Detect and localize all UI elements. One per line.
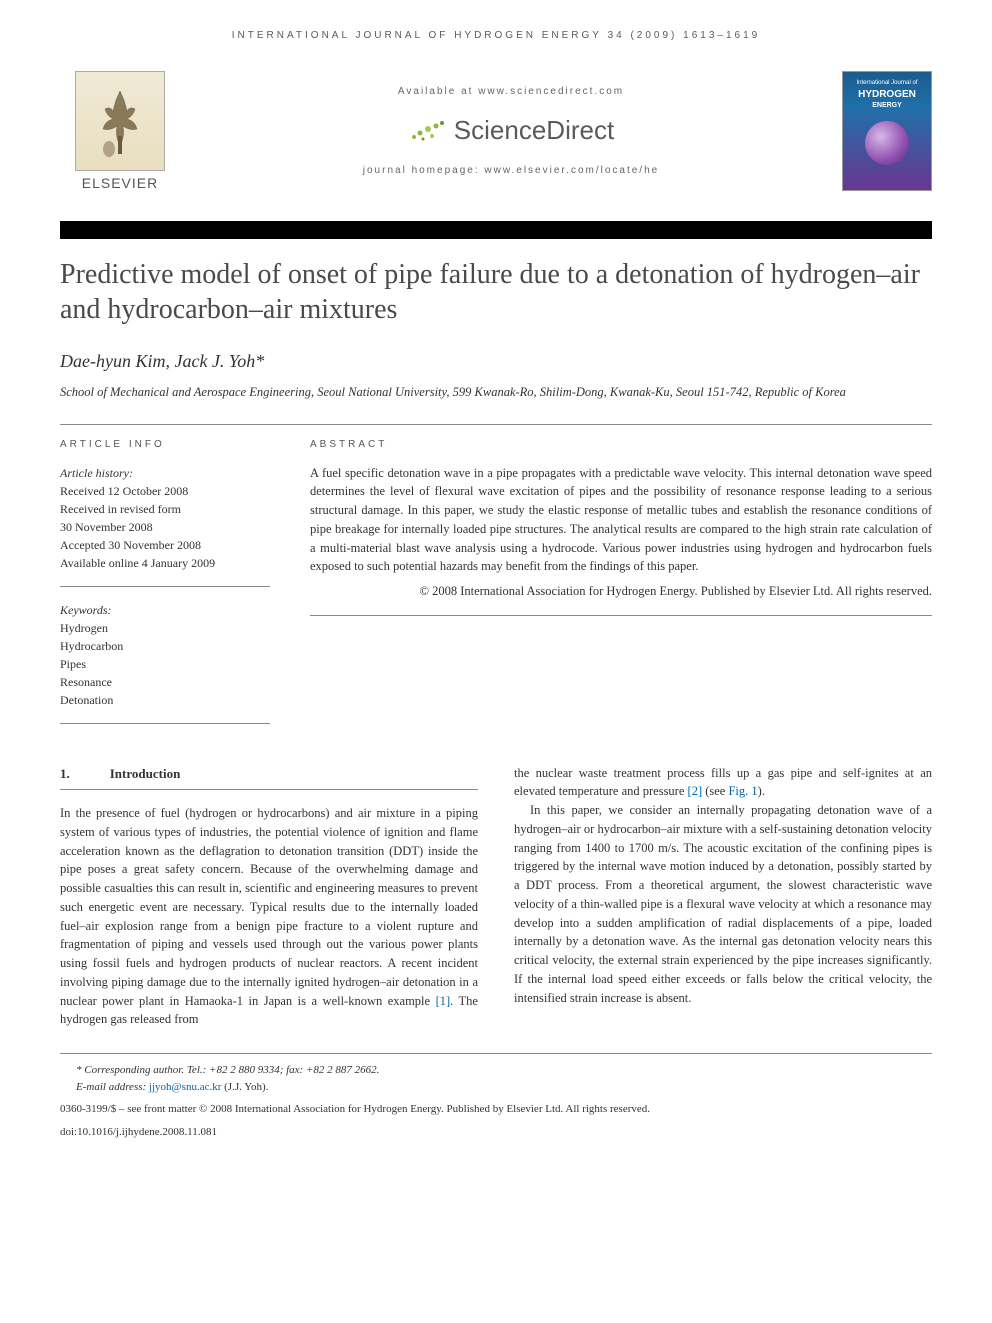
- email-line: E-mail address: jjyoh@snu.ac.kr (J.J. Yo…: [60, 1079, 932, 1096]
- revised-date: 30 November 2008: [60, 518, 270, 536]
- abstract-copyright: © 2008 International Association for Hyd…: [310, 582, 932, 601]
- article-info-heading: ARTICLE INFO: [60, 439, 270, 450]
- journal-homepage-text: journal homepage: www.elsevier.com/locat…: [180, 165, 842, 176]
- info-abstract-row: ARTICLE INFO Article history: Received 1…: [60, 424, 932, 724]
- article-info-column: ARTICLE INFO Article history: Received 1…: [60, 439, 270, 724]
- front-matter-line: 0360-3199/$ – see front matter © 2008 In…: [60, 1101, 932, 1118]
- figure-link[interactable]: Fig. 1: [728, 784, 757, 798]
- sciencedirect-text: ScienceDirect: [454, 115, 614, 146]
- keyword: Detonation: [60, 691, 270, 709]
- cover-subtitle: International Journal of: [856, 80, 917, 87]
- abstract-body: A fuel specific detonation wave in a pip…: [310, 466, 932, 574]
- keywords-block: Keywords: Hydrogen Hydrocarbon Pipes Res…: [60, 601, 270, 724]
- revised-label: Received in revised form: [60, 500, 270, 518]
- sciencedirect-logo: ScienceDirect: [408, 115, 614, 146]
- received-date: Received 12 October 2008: [60, 482, 270, 500]
- cover-hydrogen-text: HYDROGEN: [858, 89, 916, 100]
- keyword: Hydrocarbon: [60, 637, 270, 655]
- online-date: Available online 4 January 2009: [60, 554, 270, 572]
- email-attribution: (J.J. Yoh).: [221, 1081, 268, 1093]
- intro-paragraph-1-cont: the nuclear waste treatment process fill…: [514, 764, 932, 802]
- cover-energy-text: ENERGY: [872, 102, 902, 109]
- email-label: E-mail address:: [76, 1081, 149, 1093]
- article-history-block: Article history: Received 12 October 200…: [60, 464, 270, 587]
- body-column-left: 1. Introduction In the presence of fuel (…: [60, 764, 478, 1030]
- masthead: ELSEVIER Available at www.sciencedirect.…: [60, 61, 932, 201]
- abstract-column: ABSTRACT A fuel specific detonation wave…: [310, 439, 932, 724]
- keyword: Pipes: [60, 655, 270, 673]
- citation-link[interactable]: [1]: [436, 994, 451, 1008]
- keyword: Hydrogen: [60, 619, 270, 637]
- page-container: INTERNATIONAL JOURNAL OF HYDROGEN ENERGY…: [0, 0, 992, 1180]
- intro-paragraph-1: In the presence of fuel (hydrogen or hyd…: [60, 804, 478, 1029]
- section-number: 1.: [60, 766, 70, 781]
- doi-line: doi:10.1016/j.ijhydene.2008.11.081: [60, 1124, 932, 1141]
- elsevier-wordmark: ELSEVIER: [82, 175, 158, 191]
- citation-link[interactable]: [2]: [688, 784, 703, 798]
- journal-cover-thumbnail: International Journal of HYDROGEN ENERGY: [842, 71, 932, 191]
- accepted-date: Accepted 30 November 2008: [60, 536, 270, 554]
- article-title: Predictive model of onset of pipe failur…: [60, 257, 932, 327]
- corresponding-author-block: * Corresponding author. Tel.: +82 2 880 …: [60, 1053, 932, 1095]
- abstract-text: A fuel specific detonation wave in a pip…: [310, 464, 932, 616]
- title-top-rule: [60, 221, 932, 239]
- running-head: INTERNATIONAL JOURNAL OF HYDROGEN ENERGY…: [60, 30, 932, 61]
- keyword: Resonance: [60, 673, 270, 691]
- masthead-center: Available at www.sciencedirect.com Scien…: [180, 86, 842, 177]
- abstract-heading: ABSTRACT: [310, 439, 932, 450]
- history-label: Article history:: [60, 464, 270, 482]
- keywords-label: Keywords:: [60, 601, 270, 619]
- cover-sphere-graphic: [865, 121, 909, 165]
- elsevier-tree-icon: [75, 71, 165, 171]
- section-heading-intro: 1. Introduction: [60, 764, 478, 791]
- corresponding-author: * Corresponding author. Tel.: +82 2 880 …: [60, 1062, 932, 1079]
- intro-paragraph-2: In this paper, we consider an internally…: [514, 801, 932, 1007]
- body-column-right: the nuclear waste treatment process fill…: [514, 764, 932, 1030]
- available-at-text: Available at www.sciencedirect.com: [180, 86, 842, 97]
- body-text-columns: 1. Introduction In the presence of fuel (…: [60, 764, 932, 1030]
- sciencedirect-swoosh-icon: [408, 117, 448, 143]
- section-title: Introduction: [110, 766, 181, 781]
- email-link[interactable]: jjyoh@snu.ac.kr: [149, 1081, 221, 1093]
- affiliation: School of Mechanical and Aerospace Engin…: [60, 384, 932, 402]
- authors: Dae-hyun Kim, Jack J. Yoh*: [60, 351, 932, 372]
- elsevier-logo: ELSEVIER: [60, 61, 180, 201]
